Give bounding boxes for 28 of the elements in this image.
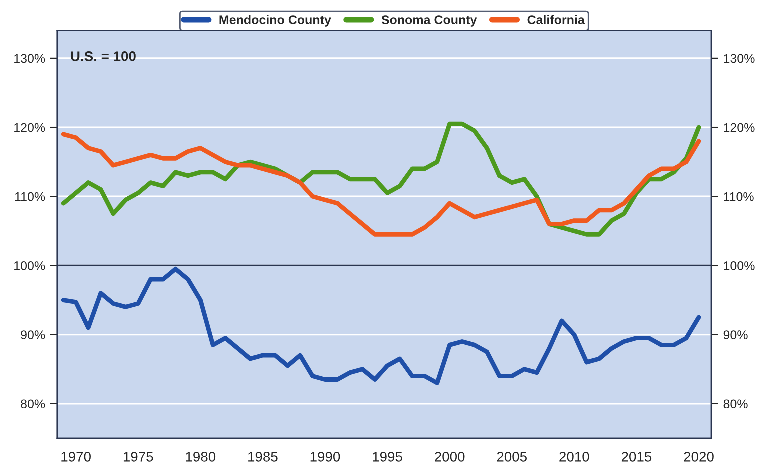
y-tick-label: 80%: [21, 400, 46, 409]
x-tick-label: 1990: [310, 452, 340, 462]
line-series: [61, 266, 702, 386]
x-tick-label: 2020: [684, 452, 714, 462]
y2-tick-label: 130%: [724, 54, 755, 64]
x-tick-label: 2015: [622, 452, 652, 462]
x-tick-label: 2000: [435, 452, 465, 462]
y2-tick-label: 100%: [724, 262, 755, 270]
x-tick-label: 1985: [248, 452, 278, 462]
x-tick-label: 1980: [186, 452, 216, 462]
legend-label: Mendocino County: [220, 15, 332, 27]
y-tick-label: 100%: [14, 262, 46, 270]
x-tick-label: 2010: [560, 452, 590, 462]
y2-tick-label: 90%: [724, 330, 748, 340]
annotation: U.S. = 100: [71, 52, 136, 62]
y2-tick-label: 110%: [724, 192, 754, 202]
y2-tick-label: 80%: [724, 400, 748, 409]
x-tick-label: 1995: [373, 452, 402, 462]
legend-label: California: [528, 15, 585, 24]
y-tick-label: 120%: [14, 123, 46, 132]
y-tick-label: 130%: [14, 54, 46, 64]
x-tick-label: 1975: [124, 452, 154, 462]
legend-label: Sonoma County: [382, 16, 478, 27]
x-tick-label: 1970: [62, 452, 91, 462]
y-tick-label: 90%: [21, 330, 46, 340]
y2-tick-label: 120%: [724, 123, 755, 132]
y-tick-label: 110%: [15, 192, 46, 202]
x-tick-label: 2005: [497, 452, 527, 462]
